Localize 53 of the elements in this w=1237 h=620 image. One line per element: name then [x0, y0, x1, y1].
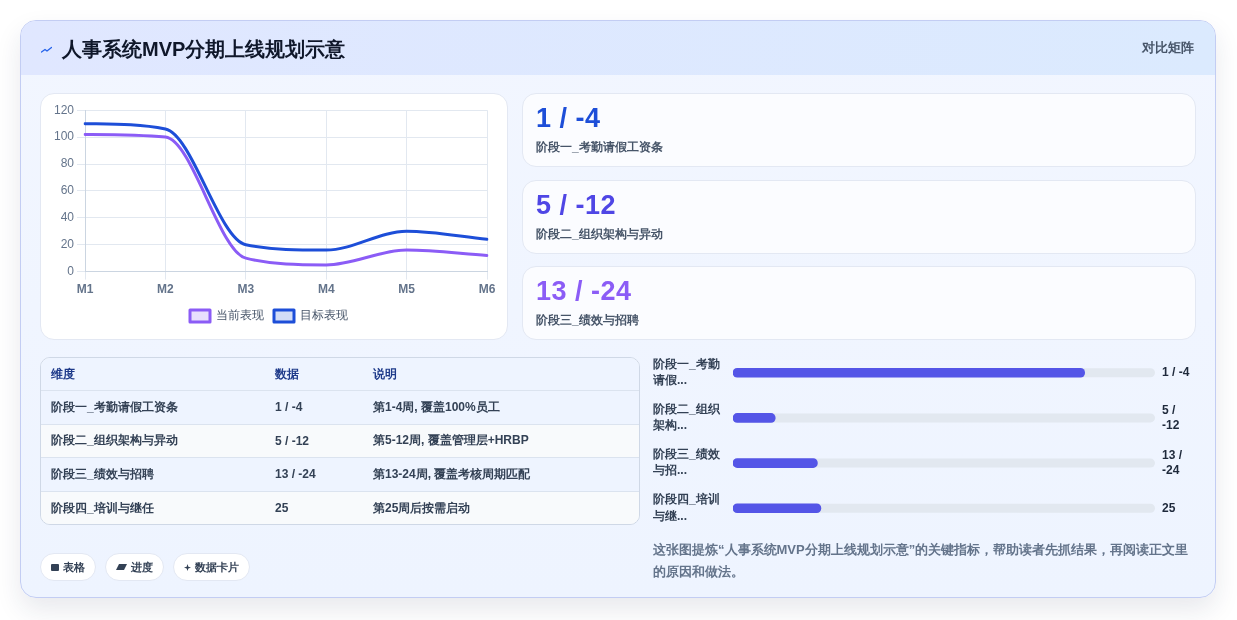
x-tick-label: M1 [76, 282, 94, 297]
text: 阶段二_组织架构与异动 [536, 226, 663, 241]
legend-label: 当前表现 [216, 308, 264, 323]
text: 阶段一_考勤请假工资条 [536, 140, 663, 154]
bar [733, 503, 822, 514]
text: 13 / -24 [275, 467, 316, 482]
bar [733, 413, 776, 423]
y-tick-label: 20 [60, 237, 75, 252]
text: 5 / -12 [1162, 402, 1180, 432]
text: 第1-4周, 覆盖100%员工 [373, 398, 500, 416]
text: 说明 [373, 365, 397, 383]
text: 1 / -4 [275, 400, 303, 415]
text: 1 / -4 [1162, 365, 1190, 380]
x-tick-label: M5 [398, 282, 416, 297]
legend-label: 目标表现 [300, 308, 348, 323]
y-tick-label: 80 [60, 156, 75, 171]
x-tick-label: M4 [317, 282, 335, 297]
text: 第25周后按需启动 [373, 499, 471, 517]
text: 表格 [63, 559, 85, 575]
y-tick-label: 100 [53, 129, 75, 144]
text: 数据 [275, 365, 299, 383]
text: 阶段四_培训与继任 [51, 499, 154, 517]
text: 第5-12周, 覆盖管理层+HRBP [373, 432, 529, 450]
text: 13 / -24 [1162, 447, 1183, 477]
y-tick-label: 0 [67, 263, 75, 278]
x-tick-label: M6 [478, 282, 496, 297]
text: 对比矩阵 [1142, 40, 1194, 55]
text: 5 / -12 [536, 189, 617, 220]
text: 5 / -12 [275, 433, 310, 448]
text: 25 [275, 501, 289, 516]
text: 25 [1162, 500, 1176, 515]
x-tick-label: M2 [157, 282, 175, 297]
bar [733, 458, 818, 468]
text: 维度 [51, 365, 75, 383]
y-tick-label: 阶段三_绩效与招... [652, 447, 721, 478]
text: 13 / -24 [536, 276, 632, 306]
y-tick-label: 40 [60, 210, 75, 225]
x-tick-label: M3 [237, 282, 255, 297]
text: 人事系统MVP分期上线规划示意 [62, 37, 346, 62]
text: 进度 [131, 559, 153, 575]
text: 阶段三_绩效与招聘 [536, 313, 639, 327]
text: 这张图提炼“人事系统MVP分期上线规划示意”的关键指标，帮助读者先抓结果，再阅读正文里的原因和做法。 [653, 542, 1189, 579]
text: 阶段三_绩效与招聘 [51, 465, 154, 483]
y-tick-label: 阶段四_培训与继... [652, 492, 720, 523]
text: 第13-24周, 覆盖考核周期匹配 [373, 465, 531, 483]
text: 数据卡片 [195, 559, 239, 575]
y-tick-label: 60 [60, 183, 75, 198]
y-tick-label: 120 [53, 102, 75, 117]
text: 阶段二_组织架构与异动 [51, 432, 178, 450]
y-tick-label: 阶段一_考勤请假... [652, 356, 720, 388]
text: 阶段一_考勤请假工资条 [51, 398, 178, 416]
y-tick-label: 阶段二_组织架构... [652, 402, 721, 433]
text: 1 / -4 [536, 103, 601, 133]
